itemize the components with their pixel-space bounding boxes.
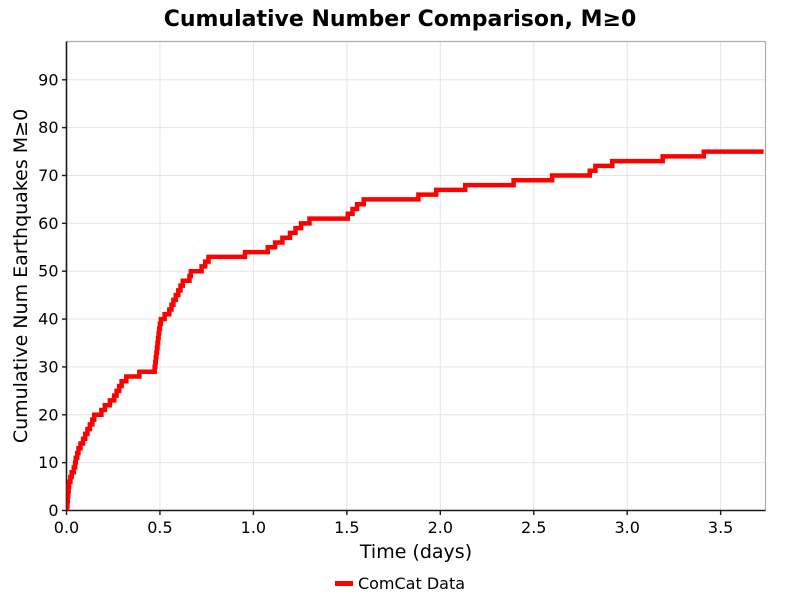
x-axis-label: Time (days) <box>359 541 473 563</box>
y-axis-label: Cumulative Num Earthquakes M≥0 <box>10 108 32 444</box>
y-tick-label: 90 <box>38 70 58 89</box>
y-tick-label: 50 <box>38 262 58 281</box>
y-tick-label: 40 <box>38 310 58 329</box>
legend-line-marker <box>334 581 353 586</box>
x-tick-label: 0.5 <box>147 518 172 537</box>
chart-title: Cumulative Number Comparison, M≥0 <box>163 7 637 32</box>
series-line-comcat-data <box>66 149 764 511</box>
y-tick-label: 80 <box>38 118 58 137</box>
legend: ComCat Data <box>0 574 800 593</box>
x-tick-label: 1.5 <box>334 518 359 537</box>
x-tick-label: 2.5 <box>521 518 546 537</box>
y-tick-label: 70 <box>38 166 58 185</box>
x-tick-label: 3.5 <box>708 518 733 537</box>
y-tick-label: 20 <box>38 405 58 424</box>
y-tick-label: 0 <box>48 501 58 520</box>
y-tick-label: 30 <box>38 357 58 376</box>
x-tick-label: 0.0 <box>54 518 79 537</box>
x-tick-label: 2.0 <box>428 518 453 537</box>
y-tick-label: 10 <box>38 453 58 472</box>
x-tick-label: 3.0 <box>614 518 639 537</box>
y-tick-label: 60 <box>38 214 58 233</box>
x-tick-label: 1.0 <box>241 518 266 537</box>
legend-label: ComCat Data <box>357 574 466 593</box>
